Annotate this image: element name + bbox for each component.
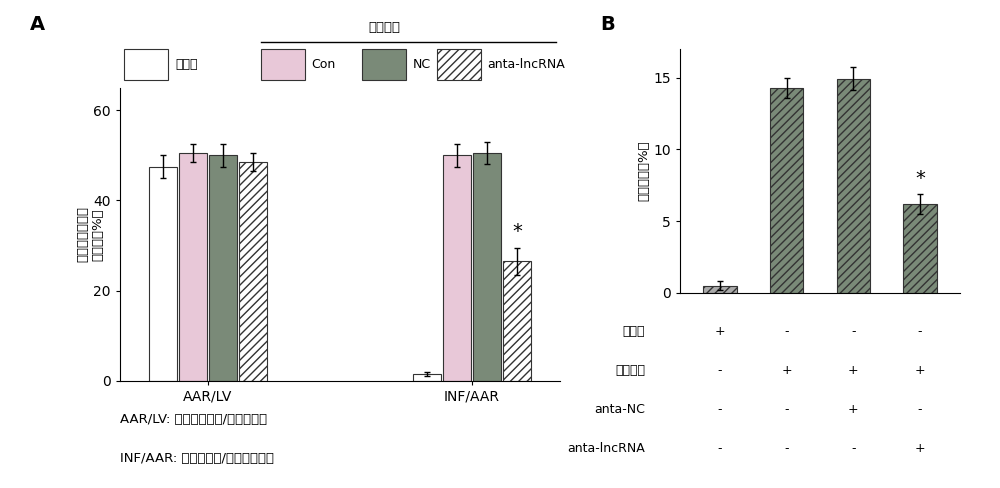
Text: *: *: [512, 222, 522, 241]
Text: -: -: [851, 443, 856, 455]
Text: 缺血再灸: 缺血再灸: [368, 21, 400, 35]
Text: 对照组: 对照组: [175, 58, 198, 71]
Text: NC: NC: [413, 58, 431, 71]
Bar: [437, 49, 481, 80]
Text: -: -: [784, 443, 789, 455]
Text: anta-NC: anta-NC: [594, 404, 645, 416]
Bar: [473, 153, 501, 381]
Text: 对照组: 对照组: [622, 325, 645, 338]
Text: Con: Con: [311, 58, 336, 71]
Text: B: B: [600, 15, 615, 34]
Bar: [443, 155, 471, 381]
Bar: [503, 261, 531, 381]
Text: -: -: [718, 404, 722, 416]
Bar: [362, 49, 406, 80]
Text: -: -: [718, 365, 722, 377]
Text: -: -: [784, 325, 789, 338]
Text: -: -: [718, 443, 722, 455]
Text: +: +: [715, 325, 725, 338]
Bar: [903, 204, 937, 293]
Text: +: +: [915, 443, 925, 455]
Text: -: -: [851, 325, 856, 338]
Text: +: +: [848, 365, 859, 377]
Text: -: -: [918, 404, 922, 416]
Text: INF/AAR: 梗死区面积/危险区总面积: INF/AAR: 梗死区面积/危险区总面积: [120, 452, 274, 465]
Text: -: -: [918, 325, 922, 338]
Bar: [770, 87, 803, 293]
Text: 缺血再灸: 缺血再灸: [615, 365, 645, 377]
Text: A: A: [30, 15, 45, 34]
Text: +: +: [848, 404, 859, 416]
Bar: [124, 49, 168, 80]
Text: -: -: [784, 404, 789, 416]
Text: *: *: [915, 169, 925, 188]
Y-axis label: 凋亡细胞（%）: 凋亡细胞（%）: [638, 141, 651, 201]
Text: +: +: [781, 365, 792, 377]
Bar: [149, 167, 177, 381]
Text: +: +: [915, 365, 925, 377]
Bar: [837, 79, 870, 293]
Bar: [703, 285, 737, 293]
Bar: [261, 49, 305, 80]
Text: anta-lncRNA: anta-lncRNA: [567, 443, 645, 455]
Bar: [179, 153, 207, 381]
Y-axis label: 左心室或危险区
总面积（%）: 左心室或危险区 总面积（%）: [77, 206, 105, 262]
Bar: [209, 155, 237, 381]
Bar: [413, 374, 441, 381]
Bar: [239, 162, 267, 381]
Text: AAR/LV: 危险区总面积/左心室面积: AAR/LV: 危险区总面积/左心室面积: [120, 413, 267, 426]
Text: anta-lncRNA: anta-lncRNA: [487, 58, 565, 71]
